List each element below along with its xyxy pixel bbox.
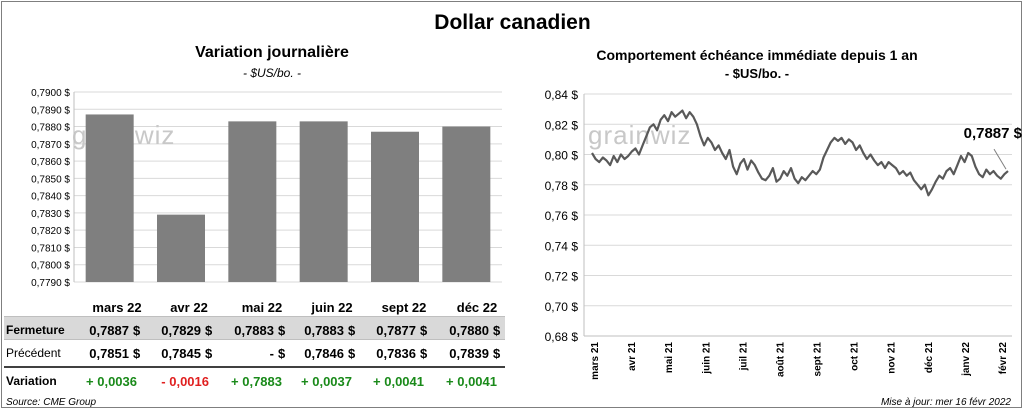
- y-tick-label: 0,7890 $: [31, 105, 70, 116]
- table-row: Précédent 0,7851 $0,7845 $ - $0,7846 $0,7836 $0…: [4, 340, 505, 366]
- x-tick-label: févr 22: [998, 342, 1009, 375]
- y-tick-label: 0,68 $: [545, 330, 579, 344]
- y-tick-label: 0,7870 $: [31, 140, 70, 151]
- series-line: [591, 109, 1009, 197]
- table-cell: + 0,0041: [446, 374, 497, 389]
- table-cell: 0,7880: [449, 323, 489, 338]
- update-note: Mise à jour: mer 16 févr 2022: [880, 397, 1011, 408]
- currency-sign: $: [420, 323, 428, 338]
- y-tick-label: 0,7820 $: [31, 226, 70, 237]
- last-value-label: 0,7887 $: [964, 125, 1022, 142]
- table-cell: 0,7851: [89, 346, 129, 361]
- y-tick-label: 0,7850 $: [31, 174, 70, 185]
- price-table: mars 22 avr 22 mai 22 juin 22 sept 22 déc 22 F…: [4, 294, 505, 392]
- row-label: Précédent: [6, 346, 61, 360]
- currency-sign: $: [348, 323, 356, 338]
- table-cell: 0,7883: [234, 323, 274, 338]
- source-note: Source: CME Group: [6, 397, 97, 408]
- row-label: Variation: [6, 374, 57, 388]
- bar-sept-22: [371, 131, 419, 282]
- x-tick-label: avr 21: [627, 342, 638, 371]
- y-tick-label: 0,7860 $: [31, 157, 70, 168]
- line-chart: 0,68 $ 0,70 $ 0,72 $ 0,74 $ 0,76 $ 0,78 $ 0,80…: [545, 88, 1022, 380]
- column-header: mai 22: [241, 300, 283, 315]
- last-value-leader: [993, 148, 1007, 170]
- table-cell: + 0,0037: [301, 374, 352, 389]
- table-cell: + 0,0041: [373, 374, 424, 389]
- y-tick-label: 0,74 $: [545, 239, 579, 253]
- y-tick-label: 0,7880 $: [31, 123, 70, 134]
- bar-mars-22: [85, 114, 134, 282]
- currency-sign: $: [133, 346, 141, 361]
- right-chart-title: Comportement échéance immédiate depuis 1…: [596, 47, 918, 63]
- y-tick-label: 0,70 $: [545, 300, 579, 314]
- currency-sign: $: [348, 346, 356, 361]
- y-tick-label: 0,80 $: [545, 149, 579, 163]
- x-tick-label: nov 21: [887, 342, 898, 374]
- watermark: grainwiz: [588, 120, 691, 150]
- table-cell: 0,7839: [449, 346, 489, 361]
- column-header: sept 22: [381, 300, 427, 315]
- y-tick-label: 0,7840 $: [31, 192, 70, 203]
- y-tick-label: 0,7790 $: [31, 278, 70, 289]
- x-tick-label: mai 21: [664, 342, 675, 374]
- column-header: mars 22: [92, 300, 142, 315]
- bar-mai-22: [228, 121, 277, 282]
- bar-avr-22: [157, 214, 205, 282]
- left-chart-title: Variation journalière: [195, 44, 349, 61]
- x-tick-label: sept 21: [813, 342, 824, 377]
- currency-sign: $: [493, 323, 501, 338]
- currency-sign: $: [133, 323, 141, 338]
- x-tick-label: janv 22: [961, 342, 972, 377]
- currency-sign: $: [278, 346, 286, 361]
- column-header: avr 22: [170, 300, 208, 315]
- currency-sign: $: [205, 346, 213, 361]
- currency-sign: $: [493, 346, 501, 361]
- table-cell: - 0,0016: [161, 374, 209, 389]
- table-cell: 0,7846: [304, 346, 344, 361]
- x-tick-label: déc 21: [924, 342, 935, 374]
- table-cell: 0,7845: [161, 346, 201, 361]
- x-tick-label: mars 21: [590, 342, 601, 380]
- column-header: juin 22: [311, 300, 353, 315]
- y-tick-label: 0,7900 $: [31, 88, 70, 99]
- currency-sign: $: [420, 346, 428, 361]
- bar-juin-22: [299, 121, 348, 282]
- page-title: Dollar canadien: [434, 11, 591, 34]
- table-header: mars 22 avr 22 mai 22 juin 22 sept 22 déc 22: [4, 294, 505, 316]
- y-tick-label: 0,84 $: [545, 88, 579, 102]
- table-cell: 0,7829: [161, 323, 201, 338]
- column-header: déc 22: [456, 300, 498, 315]
- table-cell: 0,7836: [376, 346, 416, 361]
- right-chart-subtitle: - $US/bo. -: [724, 66, 790, 81]
- table-cell: 0,7887: [89, 323, 129, 338]
- left-chart-subtitle: - $US/bo. -: [242, 66, 302, 80]
- y-tick-label: 0,82 $: [545, 118, 579, 132]
- bar-déc-22: [442, 126, 491, 282]
- y-tick-label: 0,78 $: [545, 179, 579, 193]
- y-tick-label: 0,76 $: [545, 209, 579, 223]
- y-tick-label: 0,72 $: [545, 270, 579, 284]
- table-cell: -: [269, 346, 274, 361]
- table-cell: 0,7883: [304, 323, 344, 338]
- x-tick-label: oct 21: [850, 342, 861, 371]
- table-cell: + 0,0036: [86, 374, 137, 389]
- y-tick-label: 0,7800 $: [31, 261, 70, 272]
- row-label: Fermeture: [6, 323, 65, 337]
- x-tick-label: juil 21: [738, 342, 749, 372]
- y-tick-label: 0,7830 $: [31, 209, 70, 220]
- bar-chart: 0,7790 $ 0,7800 $ 0,7810 $ 0,7820 $ 0,7830 $…: [31, 88, 502, 289]
- y-tick-label: 0,7810 $: [31, 243, 70, 254]
- table-row: Fermeture 0,7887 $0,7829 $0,7883 $0,7883 $0,7…: [4, 316, 505, 340]
- currency-sign: $: [205, 323, 213, 338]
- table-row: Variation + 0,0036 - 0,0016 + 0,7883 + 0,003…: [4, 366, 505, 392]
- x-tick-label: juin 21: [701, 342, 712, 375]
- x-tick-label: août 21: [775, 342, 786, 377]
- table-cell: + 0,7883: [231, 374, 282, 389]
- table-cell: 0,7877: [376, 323, 416, 338]
- currency-sign: $: [278, 323, 286, 338]
